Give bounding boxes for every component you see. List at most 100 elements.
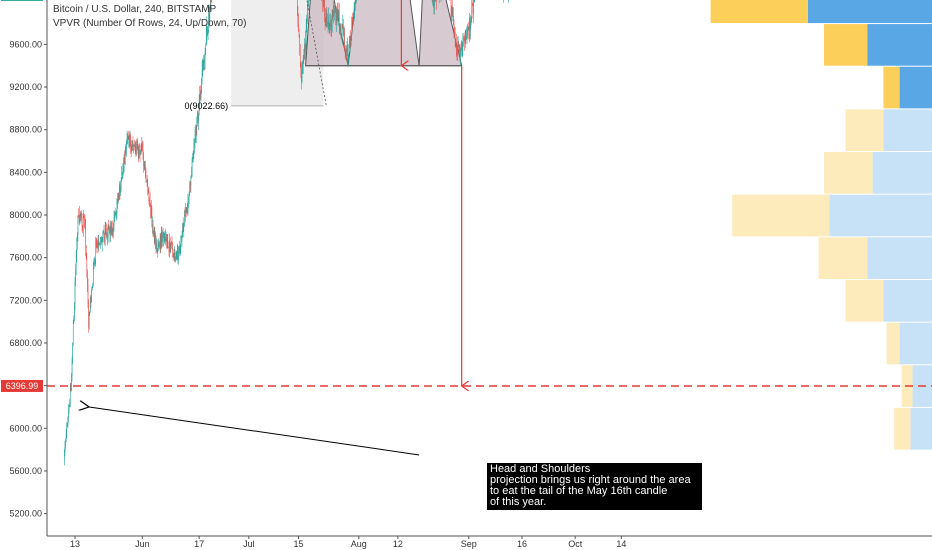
- candle-body: [466, 33, 468, 36]
- chart-title: Bitcoin / U.S. Dollar, 240, BITSTAMP: [53, 4, 217, 15]
- candle-body: [300, 63, 302, 73]
- candle-body: [125, 151, 127, 153]
- candle-body: [181, 235, 182, 239]
- candle-body: [93, 269, 94, 284]
- candle-body: [132, 141, 134, 147]
- candle-body: [133, 145, 134, 147]
- candle-body: [90, 296, 91, 312]
- candle-body: [355, 1, 356, 10]
- candle-body: [322, 0, 323, 6]
- candle-body: [177, 250, 178, 252]
- candle-body: [144, 162, 146, 167]
- candle-body: [457, 46, 458, 55]
- candle-body: [454, 32, 456, 47]
- candle-body: [164, 236, 166, 240]
- candle-body: [352, 21, 354, 22]
- annotation-note[interactable]: Head and Shoulders projection brings us …: [487, 463, 702, 510]
- candle-body: [74, 281, 76, 305]
- candle-body: [136, 146, 137, 148]
- candle-body: [468, 26, 470, 39]
- candle-body: [343, 27, 344, 35]
- candle-body: [145, 166, 146, 171]
- candle-body: [78, 215, 79, 217]
- candle-body: [201, 78, 202, 93]
- candle-body: [162, 232, 163, 242]
- candle-body: [130, 135, 131, 147]
- candle-body: [70, 388, 71, 404]
- candle-body: [356, 0, 357, 2]
- candle-body: [97, 242, 99, 246]
- candle-body: [183, 225, 185, 231]
- candle-body: [208, 8, 210, 21]
- volume-bar-up: [883, 109, 932, 152]
- candle-body: [155, 242, 157, 249]
- candle-body: [302, 63, 303, 69]
- candle-body: [123, 156, 125, 172]
- candle-body: [142, 144, 143, 149]
- y-tick-label: 7200.00: [9, 295, 42, 305]
- candle-body: [342, 24, 343, 39]
- candle-body: [298, 31, 300, 37]
- volume-bar-up: [872, 152, 932, 194]
- candle-body: [198, 102, 200, 115]
- volume-bar-up: [867, 24, 932, 66]
- candle-body: [153, 230, 155, 241]
- volume-bar-down: [818, 237, 868, 279]
- candle-body: [129, 137, 130, 147]
- candle-body: [204, 52, 206, 61]
- candle-body: [100, 237, 102, 242]
- candle-body: [188, 193, 190, 200]
- pattern-triangle: [347, 0, 420, 67]
- volume-bar-down: [886, 322, 900, 365]
- candle-body: [433, 0, 435, 6]
- bar-countdown-tag-bg: [1, 0, 43, 1]
- candle-body: [91, 289, 92, 303]
- x-tick-label: 17: [194, 539, 204, 549]
- candle-body: [161, 232, 162, 246]
- candle-body: [347, 45, 348, 61]
- x-axis-bg: [0, 536, 932, 550]
- candle-body: [456, 51, 458, 55]
- volume-bar-down: [824, 24, 868, 66]
- candle-body: [473, 1, 474, 14]
- candle-body: [122, 172, 123, 174]
- candle-body: [350, 38, 352, 41]
- candle-body: [126, 140, 127, 152]
- candle-body: [175, 252, 177, 259]
- candle-body: [197, 112, 198, 118]
- candle-body: [96, 241, 98, 248]
- candle-body: [326, 14, 327, 18]
- volume-bar-down: [824, 152, 873, 194]
- candle-body: [135, 146, 136, 154]
- volume-bar-down: [845, 279, 884, 322]
- candle-body: [110, 226, 111, 236]
- candle-body: [96, 240, 97, 242]
- candle-body: [174, 252, 176, 262]
- candle-body: [204, 60, 205, 63]
- candle-body: [69, 403, 70, 406]
- y-tick-label: 6800.00: [9, 338, 42, 348]
- candle-body: [344, 45, 346, 53]
- candle-body: [118, 195, 120, 197]
- candle-body: [87, 271, 88, 285]
- candle-body: [152, 224, 154, 233]
- candle-body: [71, 361, 73, 376]
- candle-body: [450, 0, 452, 16]
- y-tick-label: 7600.00: [9, 253, 42, 263]
- candle-body: [157, 248, 159, 250]
- candle-body: [458, 45, 459, 50]
- candle-body: [465, 38, 467, 40]
- annotation-line: of this year.: [490, 496, 547, 508]
- candle-body: [452, 15, 454, 17]
- candle-body: [178, 252, 179, 261]
- candle-body: [331, 24, 332, 27]
- candle-body: [103, 231, 105, 240]
- candle-body: [328, 15, 330, 28]
- candle-body: [195, 131, 196, 135]
- candle-body: [307, 0, 309, 9]
- candle-body: [130, 146, 132, 152]
- candle-body: [472, 3, 473, 5]
- candle-body: [333, 10, 334, 17]
- candle-body: [178, 248, 180, 253]
